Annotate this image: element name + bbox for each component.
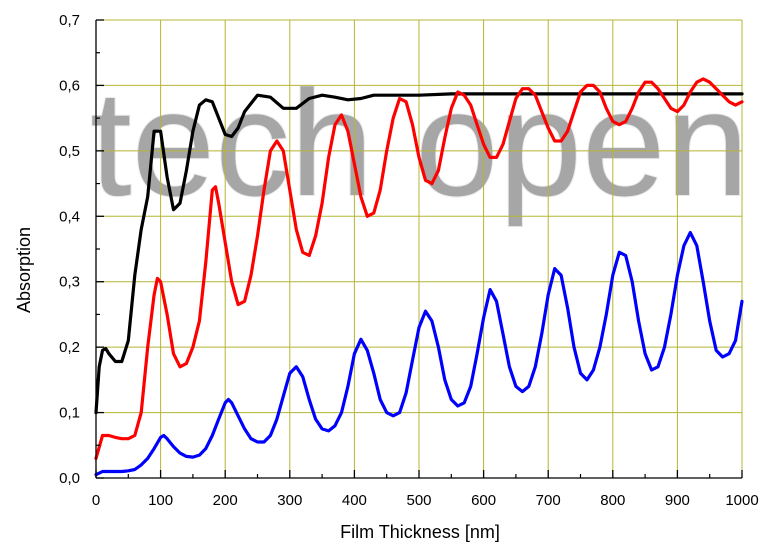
axes	[95, 19, 743, 479]
x-tick-label: 700	[536, 492, 561, 509]
x-tick-label: 300	[277, 492, 302, 509]
x-tick-label: 600	[471, 492, 496, 509]
y-tick-label: 0,5	[59, 143, 80, 160]
y-tick-label: 0,0	[59, 470, 80, 487]
tick-labels: 0 100 200 300 400 500 600 700 800 900 1000 0,0 0,1 0,…	[59, 12, 759, 509]
series-line-2	[94, 77, 744, 460]
x-tick-label: 800	[600, 492, 625, 509]
x-tick-label: 0	[92, 492, 100, 509]
x-tick-label: 400	[342, 492, 367, 509]
x-axis-title: Film Thickness [nm]	[340, 522, 500, 542]
y-tick-label: 0,6	[59, 77, 80, 94]
x-tick-label: 1000	[725, 492, 758, 509]
y-tick-label: 0,4	[59, 208, 80, 225]
series-line-3	[94, 231, 744, 477]
y-tick-label: 0,7	[59, 12, 80, 29]
y-axis-title: Absorption	[14, 227, 34, 313]
x-tick-label: 900	[665, 492, 690, 509]
x-tick-label: 100	[148, 492, 173, 509]
x-tick-label: 500	[406, 492, 431, 509]
series-group	[94, 77, 744, 477]
y-tick-label: 0,3	[59, 274, 80, 291]
x-tick-label: 200	[213, 492, 238, 509]
y-tick-label: 0,1	[59, 405, 80, 422]
series-line-1	[94, 92, 744, 415]
y-tick-label: 0,2	[59, 339, 80, 356]
